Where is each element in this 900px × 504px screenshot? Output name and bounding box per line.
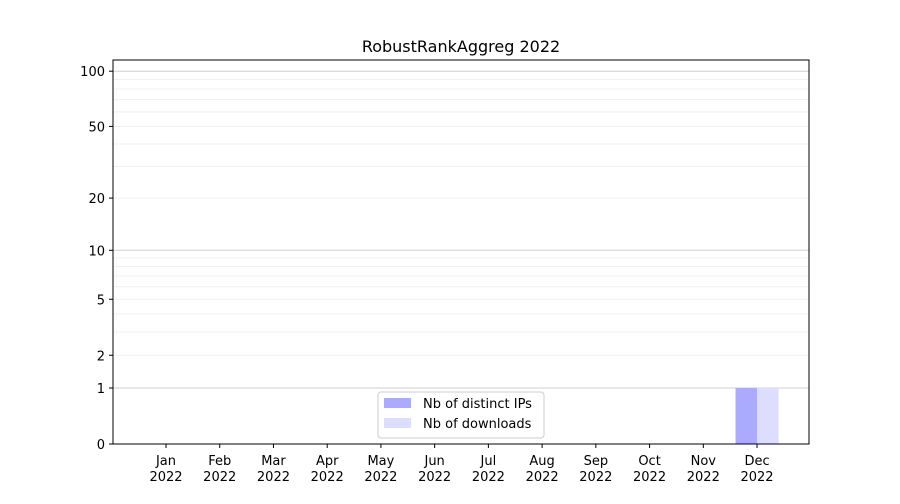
x-tick-label: Jun 2022 xyxy=(418,454,451,485)
x-tick-label: Feb 2022 xyxy=(203,454,236,485)
legend-label: Nb of distinct IPs xyxy=(423,397,532,412)
x-tick-label: Sep 2022 xyxy=(579,454,612,485)
x-tick-label: Nov 2022 xyxy=(687,454,720,485)
x-axis: Jan 2022 Feb 2022 Mar 2022 Apr 2022 May 2022 Jun 20… xyxy=(149,444,774,485)
legend-swatch xyxy=(384,398,411,408)
x-tick-label: Mar 2022 xyxy=(257,454,290,485)
bar-distinct-ips xyxy=(735,388,758,444)
legend-label: Nb of downloads xyxy=(423,417,532,432)
y-tick-label: 1 xyxy=(97,382,105,397)
x-tick-label: Jul 2022 xyxy=(472,454,505,485)
x-tick-label: Apr 2022 xyxy=(311,454,344,485)
legend: Nb of distinct IPs Nb of downloads xyxy=(377,391,545,439)
x-tick-label: May 2022 xyxy=(364,454,397,485)
x-tick-label: Jan 2022 xyxy=(149,454,182,485)
y-tick-label: 2 xyxy=(97,349,105,364)
y-tick-label: 10 xyxy=(88,244,105,259)
bar-downloads xyxy=(757,388,779,444)
y-tick-label: 100 xyxy=(80,65,105,80)
plot-frame xyxy=(112,59,810,445)
y-tick-label: 50 xyxy=(88,120,105,135)
legend-swatch xyxy=(384,418,411,428)
x-tick-label: Oct 2022 xyxy=(633,454,666,485)
y-tick-label: 20 xyxy=(88,192,105,207)
chart-title: RobustRankAggreg 2022 xyxy=(362,37,560,56)
bars xyxy=(735,388,779,444)
y-axis: 0 1 2 5 10 20 50 100 xyxy=(80,65,113,453)
x-tick-label: Aug 2022 xyxy=(526,454,559,485)
y-tick-label: 0 xyxy=(97,438,105,453)
x-tick-label: Dec 2022 xyxy=(740,454,773,485)
grid xyxy=(113,70,809,389)
legend-box xyxy=(377,391,545,439)
y-tick-label: 5 xyxy=(97,293,105,308)
